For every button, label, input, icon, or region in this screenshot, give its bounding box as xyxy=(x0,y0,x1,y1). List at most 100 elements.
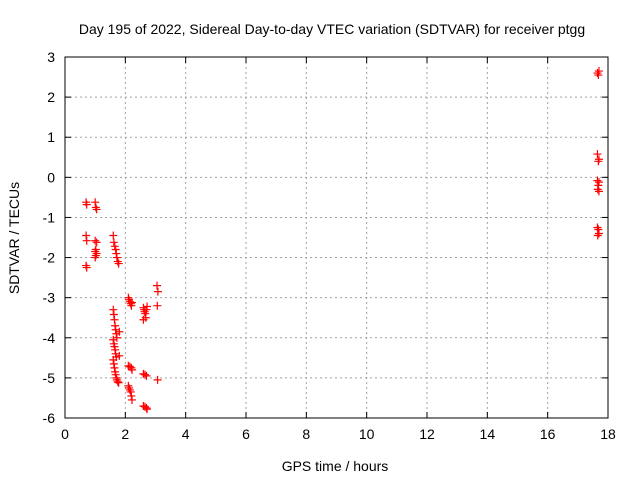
data-point xyxy=(109,335,118,344)
data-point xyxy=(109,310,118,319)
x-tick-label: 8 xyxy=(302,426,310,442)
y-tick-label: -3 xyxy=(43,290,56,306)
data-point xyxy=(114,378,123,387)
data-point xyxy=(594,187,603,196)
y-tick-label: -5 xyxy=(43,370,56,386)
data-point xyxy=(114,259,123,268)
data-point xyxy=(125,385,134,394)
data-point xyxy=(143,302,152,311)
data-point xyxy=(153,281,162,290)
y-tick-label: 3 xyxy=(47,49,55,65)
y-tick-label: -1 xyxy=(43,209,56,225)
y-tick-label: -2 xyxy=(43,250,56,266)
data-point xyxy=(111,345,120,354)
data-point xyxy=(109,305,118,314)
data-point xyxy=(593,223,602,232)
data-point xyxy=(113,377,122,386)
plot-frame xyxy=(64,56,609,419)
data-point xyxy=(127,395,136,404)
data-point xyxy=(127,298,136,307)
data-point xyxy=(594,67,603,76)
x-tick-label: 6 xyxy=(242,426,250,442)
data-point xyxy=(109,231,118,240)
x-axis-label: GPS time / hours xyxy=(282,458,389,474)
data-point xyxy=(91,253,100,262)
chart-title: Day 195 of 2022, Sidereal Day-to-day VTE… xyxy=(79,21,585,37)
data-point xyxy=(111,245,120,254)
data-point xyxy=(594,155,603,164)
y-axis-label: SDTVAR / TECUs xyxy=(6,182,22,294)
data-point xyxy=(140,370,149,379)
data-points xyxy=(82,67,603,414)
data-point xyxy=(91,198,100,207)
data-point xyxy=(113,257,122,266)
data-point xyxy=(153,301,162,310)
y-tick-label: -6 xyxy=(43,410,56,426)
data-point xyxy=(594,225,603,234)
data-point xyxy=(594,181,603,190)
data-point xyxy=(92,249,101,258)
data-point xyxy=(110,363,119,372)
data-point xyxy=(142,371,151,380)
data-point xyxy=(593,176,602,185)
x-tick-label: 18 xyxy=(600,426,616,442)
data-point xyxy=(82,263,91,272)
x-tick-labels: 0 2 4 6 8 10 12 14 16 18 xyxy=(61,426,616,442)
data-point xyxy=(124,381,133,390)
data-point xyxy=(153,287,162,296)
x-tick-label: 2 xyxy=(121,426,129,442)
data-point xyxy=(109,238,118,247)
data-point xyxy=(139,315,148,324)
data-point xyxy=(115,327,124,336)
data-point xyxy=(111,321,120,330)
data-point xyxy=(92,205,101,214)
data-point xyxy=(125,297,134,306)
data-point xyxy=(127,365,136,374)
data-point xyxy=(91,251,100,260)
data-point xyxy=(92,238,101,247)
data-point xyxy=(109,359,118,368)
data-point xyxy=(593,185,602,194)
data-point xyxy=(594,229,603,238)
y-tick-label: 1 xyxy=(47,129,55,145)
data-point xyxy=(126,387,135,396)
data-point xyxy=(91,236,100,245)
x-tick-label: 0 xyxy=(61,426,69,442)
data-point xyxy=(153,375,162,384)
data-point xyxy=(141,309,150,318)
data-point xyxy=(143,405,152,414)
x-tick-label: 14 xyxy=(480,426,496,442)
y-tick-label: -4 xyxy=(43,330,56,346)
data-point xyxy=(142,403,151,412)
y-tick-label: 0 xyxy=(47,169,55,185)
data-point xyxy=(112,249,121,258)
data-point xyxy=(127,391,136,400)
data-point xyxy=(593,69,602,78)
data-point xyxy=(112,333,121,342)
data-point xyxy=(112,373,121,382)
x-tick-label: 16 xyxy=(540,426,556,442)
data-point xyxy=(593,150,602,159)
data-point xyxy=(82,200,91,209)
axis-ticks xyxy=(64,56,609,419)
data-point xyxy=(594,71,603,80)
data-point xyxy=(109,355,118,364)
data-point xyxy=(140,307,149,316)
data-point xyxy=(594,157,603,166)
data-point xyxy=(82,231,91,240)
data-point xyxy=(126,299,135,308)
data-point xyxy=(82,261,91,270)
data-point xyxy=(127,363,136,372)
data-point xyxy=(112,253,121,262)
x-tick-label: 12 xyxy=(419,426,435,442)
data-point xyxy=(111,325,120,334)
data-point xyxy=(82,236,91,245)
data-point xyxy=(124,383,133,392)
y-tick-label: 2 xyxy=(47,89,55,105)
data-point xyxy=(115,351,124,360)
data-point xyxy=(124,293,133,302)
x-tick-label: 10 xyxy=(359,426,375,442)
x-tick-label: 4 xyxy=(182,426,190,442)
data-point xyxy=(110,315,119,324)
